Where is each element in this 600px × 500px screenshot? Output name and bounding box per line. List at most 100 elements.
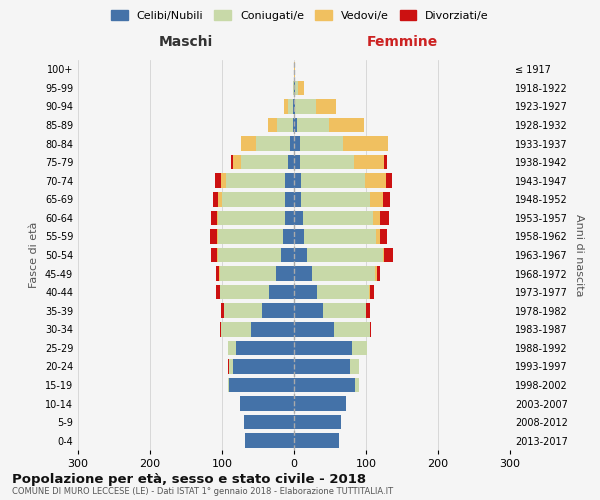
Bar xyxy=(218,229,283,244)
Bar xyxy=(377,266,380,281)
Bar xyxy=(288,155,294,170)
Bar xyxy=(370,285,374,300)
Bar xyxy=(215,285,220,300)
Bar xyxy=(221,322,251,336)
Bar xyxy=(221,174,226,188)
Bar xyxy=(294,434,338,448)
Bar xyxy=(217,248,218,262)
Bar xyxy=(230,155,233,170)
Bar xyxy=(317,285,369,300)
Bar xyxy=(343,136,388,151)
Bar xyxy=(229,378,294,392)
Bar xyxy=(251,322,294,336)
Bar xyxy=(226,174,286,188)
Bar xyxy=(383,192,390,206)
Bar xyxy=(241,155,288,170)
Bar xyxy=(220,266,276,281)
Text: Maschi: Maschi xyxy=(159,35,213,49)
Bar xyxy=(294,80,295,95)
Bar xyxy=(386,174,392,188)
Bar xyxy=(380,210,389,225)
Bar xyxy=(295,99,316,114)
Bar xyxy=(307,248,383,262)
Bar xyxy=(294,378,355,392)
Bar xyxy=(256,136,290,151)
Bar xyxy=(384,248,392,262)
Legend: Celibi/Nubili, Coniugati/e, Vedovi/e, Divorziati/e: Celibi/Nubili, Coniugati/e, Vedovi/e, Di… xyxy=(107,6,493,25)
Bar xyxy=(376,229,380,244)
Bar xyxy=(218,192,222,206)
Bar xyxy=(233,359,294,374)
Bar xyxy=(300,155,354,170)
Bar xyxy=(294,304,323,318)
Bar xyxy=(245,434,294,448)
Bar xyxy=(294,136,300,151)
Bar xyxy=(297,118,329,132)
Bar xyxy=(221,304,224,318)
Bar xyxy=(277,118,293,132)
Bar xyxy=(244,415,294,430)
Bar xyxy=(236,340,294,355)
Bar xyxy=(269,285,294,300)
Bar xyxy=(370,322,371,336)
Bar xyxy=(222,192,286,206)
Bar xyxy=(294,248,307,262)
Bar xyxy=(294,118,297,132)
Bar xyxy=(286,192,294,206)
Text: Femmine: Femmine xyxy=(367,35,437,49)
Bar xyxy=(300,136,343,151)
Bar xyxy=(294,285,317,300)
Bar xyxy=(334,322,370,336)
Bar xyxy=(294,62,295,76)
Bar xyxy=(294,266,312,281)
Bar xyxy=(316,99,336,114)
Bar xyxy=(355,378,359,392)
Bar xyxy=(211,210,217,225)
Bar xyxy=(380,229,387,244)
Bar xyxy=(220,285,269,300)
Y-axis label: Anni di nascita: Anni di nascita xyxy=(574,214,584,296)
Bar xyxy=(268,118,277,132)
Bar xyxy=(301,192,370,206)
Bar xyxy=(384,155,387,170)
Bar xyxy=(312,266,376,281)
Bar xyxy=(323,304,366,318)
Bar xyxy=(283,229,294,244)
Bar xyxy=(373,210,380,225)
Bar xyxy=(294,340,352,355)
Bar xyxy=(211,229,217,244)
Bar xyxy=(383,248,384,262)
Text: COMUNE DI MURO LECCESE (LE) - Dati ISTAT 1° gennaio 2018 - Elaborazione TUTTITAL: COMUNE DI MURO LECCESE (LE) - Dati ISTAT… xyxy=(12,488,393,496)
Bar xyxy=(352,340,367,355)
Bar xyxy=(217,229,218,244)
Bar xyxy=(211,248,217,262)
Bar xyxy=(294,415,341,430)
Bar xyxy=(298,80,304,95)
Bar xyxy=(233,155,241,170)
Bar xyxy=(294,192,301,206)
Bar xyxy=(294,155,300,170)
Bar xyxy=(219,266,220,281)
Bar xyxy=(212,192,218,206)
Bar xyxy=(354,155,384,170)
Bar xyxy=(240,396,294,411)
Bar xyxy=(293,99,294,114)
Bar xyxy=(366,304,370,318)
Bar xyxy=(286,174,294,188)
Bar xyxy=(376,266,377,281)
Bar xyxy=(218,248,281,262)
Bar xyxy=(229,359,233,374)
Y-axis label: Fasce di età: Fasce di età xyxy=(29,222,39,288)
Bar xyxy=(241,136,256,151)
Bar xyxy=(294,322,334,336)
Bar xyxy=(329,118,364,132)
Bar xyxy=(290,136,294,151)
Bar xyxy=(294,396,346,411)
Bar xyxy=(228,359,229,374)
Bar xyxy=(294,359,350,374)
Bar xyxy=(370,192,383,206)
Bar xyxy=(294,229,304,244)
Bar xyxy=(218,210,284,225)
Bar xyxy=(369,285,370,300)
Bar xyxy=(293,80,294,95)
